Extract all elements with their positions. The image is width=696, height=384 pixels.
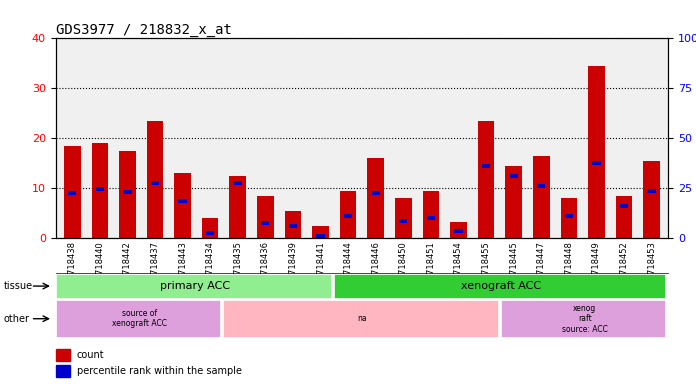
Bar <box>151 181 159 185</box>
Text: xenograft ACC: xenograft ACC <box>461 281 541 291</box>
Bar <box>647 189 656 193</box>
Bar <box>620 204 628 208</box>
Bar <box>372 191 380 195</box>
Bar <box>119 151 136 238</box>
FancyBboxPatch shape <box>56 274 331 298</box>
FancyBboxPatch shape <box>56 300 220 337</box>
FancyBboxPatch shape <box>334 274 665 298</box>
Bar <box>616 195 632 238</box>
Text: other: other <box>3 314 29 324</box>
Bar <box>344 214 352 218</box>
Bar <box>367 158 384 238</box>
FancyBboxPatch shape <box>223 300 498 337</box>
Bar <box>422 190 439 238</box>
Bar <box>68 191 77 195</box>
Bar <box>533 156 550 238</box>
Bar <box>564 214 573 218</box>
Bar <box>234 181 242 185</box>
Bar <box>560 198 577 238</box>
Text: primary ACC: primary ACC <box>160 281 230 291</box>
Text: source of
xenograft ACC: source of xenograft ACC <box>111 309 167 328</box>
Bar <box>482 164 490 168</box>
Bar <box>592 161 601 165</box>
Bar <box>206 231 214 235</box>
Text: count: count <box>77 350 104 360</box>
Bar <box>454 228 463 233</box>
Bar <box>285 210 301 238</box>
Bar <box>643 161 660 238</box>
Bar <box>509 174 518 178</box>
Bar <box>289 223 297 228</box>
FancyBboxPatch shape <box>501 300 665 337</box>
Bar <box>64 146 81 238</box>
Bar <box>230 176 246 238</box>
Bar <box>147 121 164 238</box>
Bar <box>174 173 191 238</box>
Bar <box>257 195 274 238</box>
Bar <box>505 166 522 238</box>
Bar <box>202 218 219 238</box>
Bar <box>450 222 467 238</box>
Bar <box>537 184 546 188</box>
Bar <box>261 221 269 225</box>
Text: na: na <box>357 314 367 323</box>
Bar <box>56 365 70 377</box>
Bar <box>92 143 108 238</box>
Text: GDS3977 / 218832_x_at: GDS3977 / 218832_x_at <box>56 23 232 37</box>
Bar <box>340 190 356 238</box>
Bar <box>317 233 324 238</box>
Bar <box>56 349 70 361</box>
Text: percentile rank within the sample: percentile rank within the sample <box>77 366 242 376</box>
Text: xenog
raft
source: ACC: xenog raft source: ACC <box>562 304 608 334</box>
Bar <box>400 218 407 223</box>
Bar <box>588 66 605 238</box>
Bar <box>427 216 435 220</box>
Bar <box>477 121 494 238</box>
Bar <box>395 198 411 238</box>
Text: tissue: tissue <box>3 281 33 291</box>
Bar <box>178 199 187 203</box>
Bar <box>313 226 329 238</box>
Bar <box>95 187 104 191</box>
Bar <box>123 190 132 194</box>
